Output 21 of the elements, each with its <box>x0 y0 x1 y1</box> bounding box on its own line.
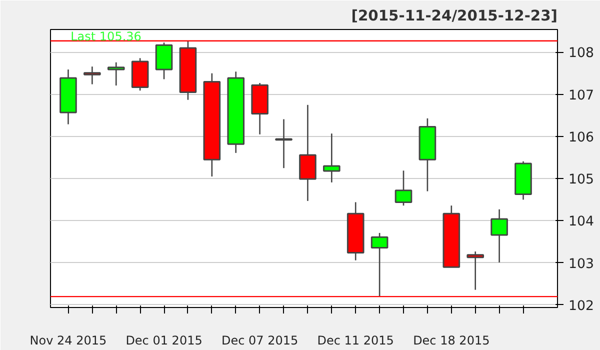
x-tick-label: Dec 18 2015 <box>413 334 490 348</box>
candlestick <box>466 250 484 290</box>
y-tick-label: 106 <box>568 130 594 146</box>
candlestick <box>370 232 388 298</box>
y-tick-label: 104 <box>568 214 594 230</box>
candlestick <box>490 208 508 264</box>
candlestick <box>84 66 101 85</box>
candlestick <box>107 62 125 86</box>
x-tick-label: Nov 24 2015 <box>30 334 107 348</box>
y-tick-label: 107 <box>568 88 594 104</box>
x-tick-label: Dec 01 2015 <box>126 334 202 348</box>
annotation: Last 105.36 <box>70 30 142 44</box>
y-tick-label: 105 <box>568 172 594 188</box>
candlestick <box>394 170 412 206</box>
x-tick-label: Dec 11 2015 <box>317 334 394 348</box>
y-tick-label: 108 <box>568 46 594 62</box>
y-tick-label: 102 <box>568 298 594 314</box>
chart-subtitle: [2015-11-24/2015-12-23] <box>351 8 558 24</box>
candlestick <box>323 132 340 184</box>
x-tick-label: Dec 07 2015 <box>221 334 298 348</box>
y-tick-label: 103 <box>568 256 594 272</box>
